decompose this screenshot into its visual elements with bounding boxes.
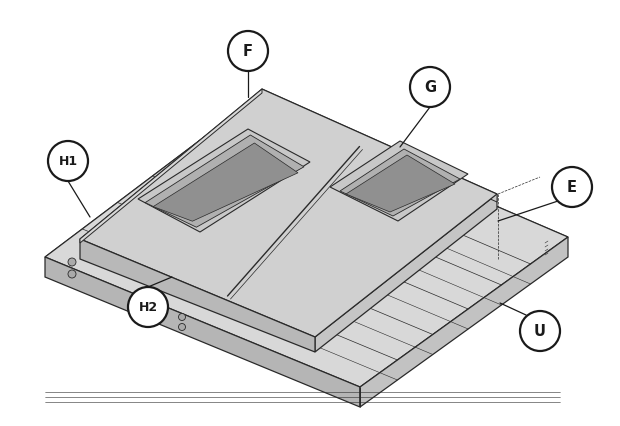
Polygon shape: [360, 237, 568, 407]
Polygon shape: [346, 155, 455, 213]
Polygon shape: [80, 90, 497, 337]
Circle shape: [410, 68, 450, 108]
Circle shape: [179, 324, 185, 331]
Text: H2: H2: [138, 301, 157, 314]
Circle shape: [48, 142, 88, 181]
Polygon shape: [45, 102, 568, 387]
Circle shape: [228, 32, 268, 72]
Circle shape: [68, 271, 76, 278]
Text: F: F: [243, 44, 253, 59]
Text: E: E: [567, 180, 577, 195]
Circle shape: [68, 259, 76, 266]
Text: eReplacementParts.com: eReplacementParts.com: [238, 241, 382, 254]
Polygon shape: [45, 102, 568, 337]
Circle shape: [179, 314, 185, 321]
Polygon shape: [340, 150, 460, 216]
Polygon shape: [315, 195, 497, 352]
Polygon shape: [262, 90, 497, 202]
Circle shape: [520, 311, 560, 351]
Text: G: G: [424, 81, 436, 95]
Text: U: U: [534, 324, 546, 339]
Circle shape: [552, 167, 592, 207]
Text: H1: H1: [58, 155, 78, 168]
Polygon shape: [153, 144, 298, 222]
Polygon shape: [145, 136, 304, 227]
Polygon shape: [80, 239, 315, 352]
Polygon shape: [330, 142, 468, 222]
Circle shape: [128, 287, 168, 327]
Polygon shape: [138, 130, 310, 233]
Polygon shape: [80, 90, 262, 243]
Polygon shape: [45, 257, 360, 407]
